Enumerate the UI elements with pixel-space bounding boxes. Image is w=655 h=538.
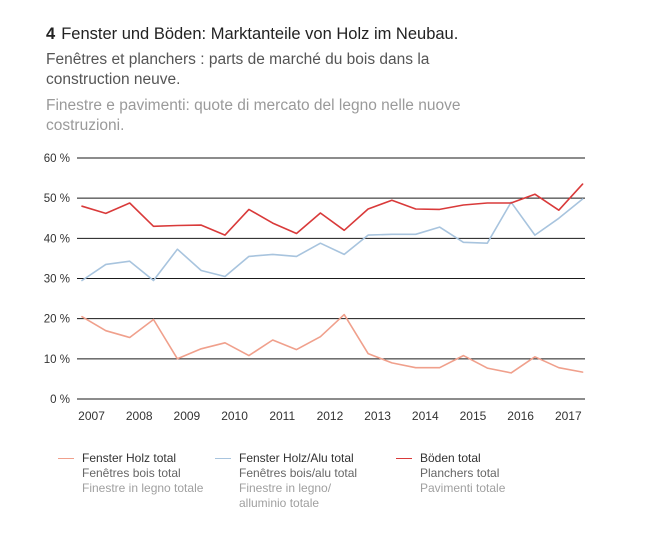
legend-labels: Fenster Holz total Fenêtres bois total F… (82, 451, 203, 496)
legend-label-it: Finestre in legno totale (82, 481, 204, 495)
x-tick-label: 2012 (317, 409, 344, 423)
x-tick-label: 2011 (269, 409, 295, 423)
series-line-fenster_holz_alu (81, 198, 584, 282)
series-line-boeden (81, 183, 584, 236)
legend-label-de: Fenster Holz/Alu total (239, 451, 354, 465)
chart-title-block: 4 Fenster und Böden: Marktanteile von Hol… (46, 24, 566, 136)
legend-label-de: Böden total (420, 451, 481, 465)
figure-number: 4 (46, 25, 56, 43)
legend-labels: Böden total Planchers total Pavimenti to… (420, 451, 505, 496)
x-tick-label: 2016 (507, 409, 534, 423)
legend-labels: Fenster Holz/Alu total Fenêtres bois/alu… (239, 451, 357, 511)
legend-label-fr: Fenêtres bois/alu total (239, 466, 358, 480)
x-tick-label: 2008 (126, 409, 153, 423)
x-tick-label: 2009 (174, 409, 201, 423)
legend-label-it: Finestre in legno/ alluminio totale (239, 481, 332, 510)
y-tick-label: 40 % (44, 233, 70, 245)
legend-label-fr: Fenêtres bois total (82, 466, 181, 480)
title-german: 4 Fenster und Böden: Marktanteile von Hol… (46, 24, 566, 44)
y-tick-label: 30 % (44, 274, 70, 286)
legend-swatch-fenster-holz-alu (215, 458, 231, 459)
title-french: Fenêtres et planchers : parts de marché … (46, 51, 430, 88)
y-tick-label: 10 % (44, 354, 70, 366)
y-tick-label: 20 % (44, 314, 70, 326)
legend-swatch-fenster-holz (58, 458, 74, 459)
x-tick-label: 2014 (412, 409, 439, 423)
y-tick-label: 50 % (44, 193, 70, 205)
x-tick-label: 2013 (364, 409, 391, 423)
title-de-text: Fenster und Böden: Marktanteile von Holz… (61, 25, 459, 43)
title-italian: Finestre e pavimenti: quote di mercato d… (46, 97, 461, 134)
legend-label-it: Pavimenti totale (420, 481, 506, 495)
y-tick-label: 60 % (44, 153, 70, 165)
x-tick-label: 2007 (78, 409, 105, 423)
series-line-fenster_holz (81, 313, 584, 374)
x-tick-label: 2017 (555, 409, 582, 423)
y-tick-label: 0 % (50, 394, 70, 406)
x-tick-label: 2015 (460, 409, 487, 423)
legend-label-fr: Planchers total (420, 466, 500, 480)
legend-label-de: Fenster Holz total (82, 451, 177, 465)
legend-swatch-boeden (396, 458, 412, 459)
x-tick-label: 2010 (221, 409, 248, 423)
line-chart: 0 % 10 % 20 % 30 % 40 % 50 % 60 % 2007 2008 2009 2… (44, 153, 585, 423)
